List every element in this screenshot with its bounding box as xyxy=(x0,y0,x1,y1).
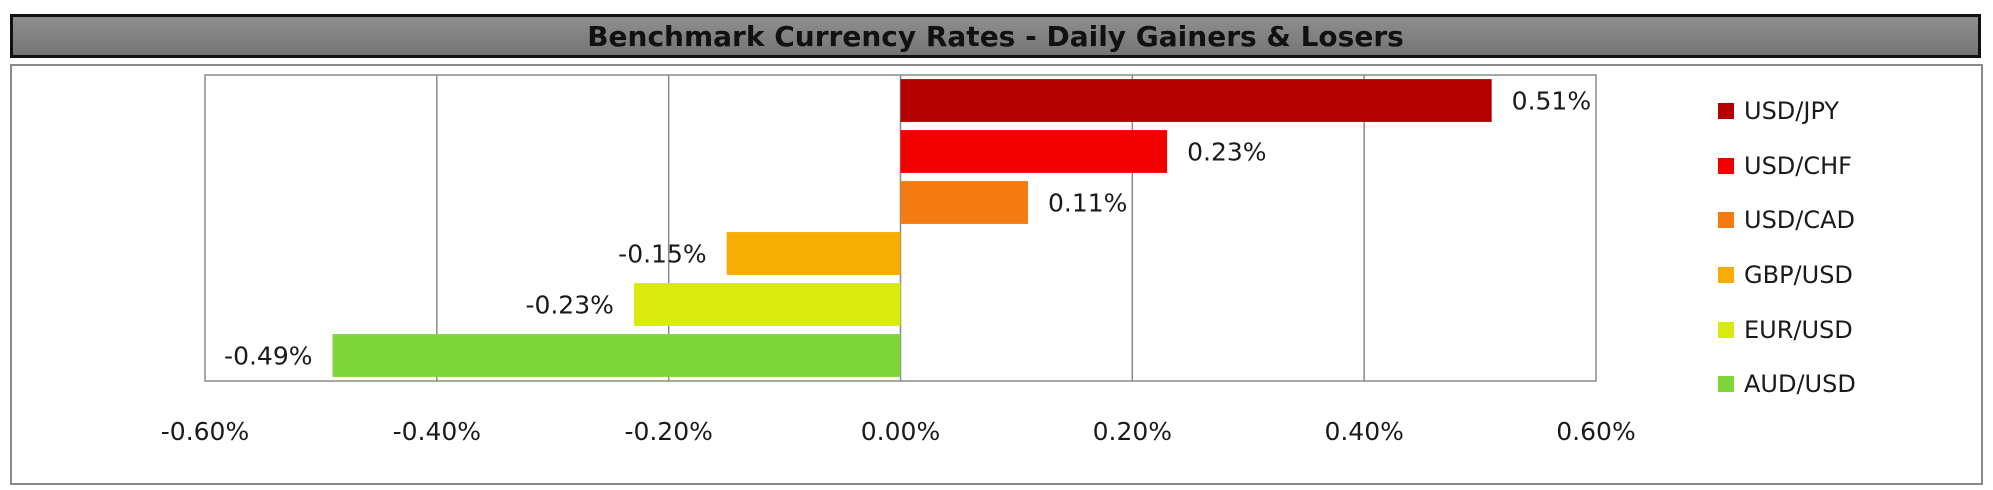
data-label: -0.15% xyxy=(618,240,706,269)
data-label: -0.23% xyxy=(525,291,613,320)
legend-swatch xyxy=(1718,321,1734,338)
x-tick-label: -0.20% xyxy=(624,417,712,446)
x-tick-label: 0.40% xyxy=(1324,417,1403,446)
legend-item: GBP/USD xyxy=(1718,248,1968,303)
data-label: 0.51% xyxy=(1512,87,1591,116)
legend-item: USD/JPY xyxy=(1718,84,1968,139)
bar-gbp-usd xyxy=(726,232,901,275)
bar-usd-chf xyxy=(900,130,1168,173)
legend-label: EUR/USD xyxy=(1744,315,1853,344)
data-label: -0.49% xyxy=(224,342,312,371)
legend-label: USD/JPY xyxy=(1744,97,1840,126)
legend-swatch xyxy=(1718,103,1734,120)
x-tick-label: 0.60% xyxy=(1556,417,1635,446)
bar-usd-cad xyxy=(900,181,1029,224)
bar-usd-jpy xyxy=(900,79,1492,122)
data-label: 0.11% xyxy=(1048,189,1127,218)
legend-item: USD/CHF xyxy=(1718,139,1968,194)
chart-legend: USD/JPY USD/CHF USD/CAD GBP/USD EUR/USD AUD/U… xyxy=(1718,84,1968,412)
bar-aud-usd xyxy=(332,334,901,377)
legend-label: USD/CHF xyxy=(1744,151,1852,180)
legend-swatch xyxy=(1718,267,1734,284)
legend-swatch xyxy=(1718,376,1734,393)
legend-label: USD/CAD xyxy=(1744,206,1856,235)
x-tick-label: 0.00% xyxy=(861,417,940,446)
x-tick-label: -0.40% xyxy=(393,417,481,446)
legend-swatch xyxy=(1718,212,1734,229)
x-tick-label: -0.60% xyxy=(161,417,249,446)
x-tick-label: 0.20% xyxy=(1093,417,1172,446)
legend-item: AUD/USD xyxy=(1718,357,1968,412)
legend-item: EUR/USD xyxy=(1718,302,1968,357)
bar-eur-usd xyxy=(633,283,901,326)
chart-title: Benchmark Currency Rates - Daily Gainers… xyxy=(587,19,1404,53)
chart-title-bar: Benchmark Currency Rates - Daily Gainers… xyxy=(10,14,1981,58)
legend-swatch xyxy=(1718,157,1734,174)
legend-label: AUD/USD xyxy=(1744,370,1856,399)
legend-item: USD/CAD xyxy=(1718,193,1968,248)
legend-label: GBP/USD xyxy=(1744,261,1853,290)
data-label: 0.23% xyxy=(1187,138,1266,167)
